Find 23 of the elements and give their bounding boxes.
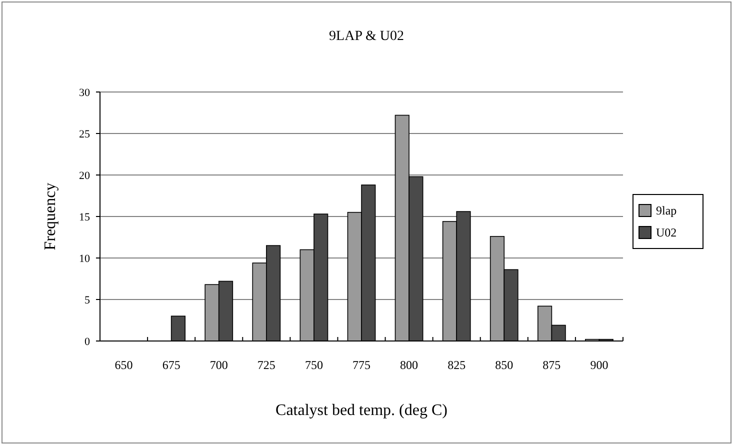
x-tick-label: 750 bbox=[304, 358, 323, 372]
legend-label: U02 bbox=[656, 226, 677, 240]
x-tick-label: 825 bbox=[448, 358, 466, 372]
legend-label: 9lap bbox=[656, 204, 677, 218]
x-tick-label: 775 bbox=[352, 358, 370, 372]
y-tick-label: 0 bbox=[84, 336, 90, 348]
y-tick-label: 30 bbox=[79, 86, 90, 99]
y-tick-label: 15 bbox=[79, 211, 90, 224]
y-axis-title: Frequency bbox=[42, 182, 59, 250]
x-tick-label: 875 bbox=[542, 358, 561, 372]
y-tick-label: 10 bbox=[79, 252, 90, 265]
x-axis-title: Catalyst bed temp. (deg C) bbox=[276, 402, 448, 419]
x-tick-label: 850 bbox=[495, 358, 514, 372]
y-tick-label: 5 bbox=[84, 294, 90, 306]
x-tick-label: 725 bbox=[257, 358, 276, 372]
x-tick-label: 650 bbox=[114, 358, 133, 372]
y-tick-label: 20 bbox=[79, 170, 90, 182]
x-tick-label: 675 bbox=[162, 358, 180, 372]
x-tick-label: 800 bbox=[400, 358, 418, 372]
x-tick-label: 700 bbox=[210, 358, 228, 372]
x-tick-label: 900 bbox=[590, 358, 608, 372]
chart-title: 9LAP & U02 bbox=[329, 29, 404, 44]
y-tick-label: 25 bbox=[79, 128, 90, 140]
